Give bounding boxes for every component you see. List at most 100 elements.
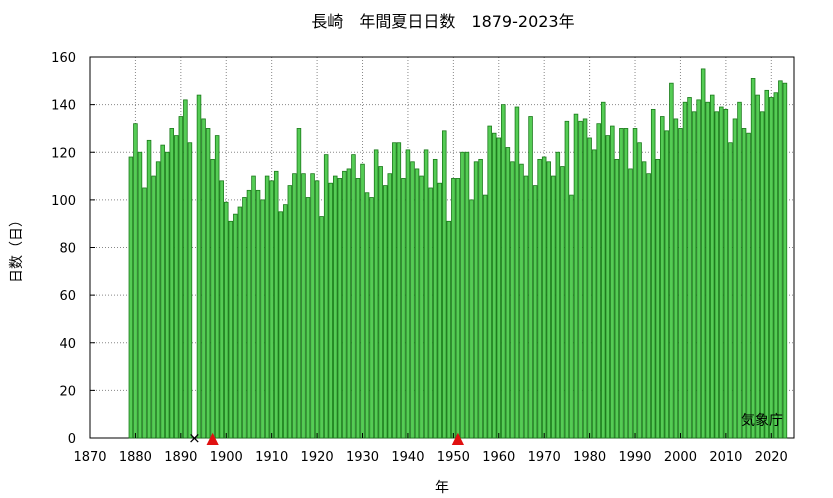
bar-1886 [160,144,165,439]
bar-1972 [551,175,556,439]
y-axis-label: 日数（日） [9,213,25,283]
chart-title: 長崎 年間夏日日数 1879-2023年 [311,12,574,31]
bar-2012 [732,118,738,439]
x-tick-label: 2020 [755,450,788,465]
bar-1990 [632,128,638,439]
marker-1897: ▲ [206,428,219,447]
bar-1915 [292,173,297,439]
bar-2018 [759,111,765,439]
y-tick-label: 140 [51,99,76,114]
bar-1903 [237,206,243,439]
bar-2023 [782,82,788,439]
bar-1912 [278,211,284,439]
bar-1955 [473,161,479,439]
bar-1905 [246,189,252,439]
bar-1929 [355,178,361,439]
bar-2021 [773,92,779,439]
bar-1958 [487,125,492,439]
bar-1986 [614,158,620,439]
bar-1959 [491,132,497,439]
bar-1985 [610,125,615,439]
bar-1956 [478,158,483,439]
x-tick-label: 1880 [119,450,152,465]
bar-1889 [174,135,179,439]
x-tick-label: 2000 [664,450,697,465]
bar-1944 [423,149,429,439]
x-axis-label: 年 [435,480,449,496]
marker-1893: × [188,429,201,447]
bar-1911 [273,170,279,439]
bar-2013 [737,101,742,439]
bar-1993 [646,173,651,439]
bar-1899 [219,180,224,439]
marker-1951: ▲ [452,428,465,447]
bar-1907 [255,189,261,439]
bar-2001 [682,101,688,439]
bar-1969 [537,158,542,439]
bar-1940 [405,149,411,439]
x-tick-label: 1930 [346,450,379,465]
bar-1916 [296,128,302,439]
bar-1996 [660,116,665,439]
bar-1966 [523,175,529,439]
bar-1936 [387,173,393,439]
bar-1917 [301,173,306,439]
x-tick-label: 1910 [255,450,288,465]
bar-1983 [600,101,606,439]
bar-1995 [655,158,661,439]
bar-1952 [460,151,465,439]
bar-1977 [573,113,579,439]
bar-2000 [678,128,683,439]
credit-label: 気象庁 [741,413,783,429]
bar-2002 [687,97,692,439]
y-tick-label: 100 [51,194,76,209]
bar-1922 [323,154,329,439]
bar-1890 [178,116,184,439]
bar-1904 [242,197,247,439]
bar-1902 [233,213,238,439]
y-tick-label: 80 [59,242,76,257]
bar-2003 [691,111,697,439]
bar-1933 [373,149,379,439]
y-tick-label: 120 [51,146,76,161]
bar-1978 [578,120,583,439]
bar-1937 [392,142,397,439]
bar-1901 [228,220,234,439]
bar-1891 [183,99,188,439]
bar-1981 [591,149,597,439]
bar-1942 [414,168,420,439]
bar-1968 [532,185,538,439]
x-tick-label: 1890 [164,450,197,465]
x-axis-ticks: 1870 1880 1890 1900 1910 1920 1930 1940 1950 1960… [73,433,788,465]
bar-1938 [396,142,402,439]
bar-1927 [346,168,352,439]
bar-1896 [205,128,211,439]
bar-1946 [432,158,438,439]
bar-1947 [437,182,442,439]
bar-1992 [641,161,647,439]
bar-1980 [587,137,592,439]
bar-1881 [137,151,143,439]
bar-1935 [382,185,388,439]
bar-1918 [305,197,311,439]
bar-1885 [155,161,161,439]
bar-2019 [764,89,770,439]
bar-1892 [187,142,193,439]
bar-1965 [519,163,524,439]
bar-1887 [164,151,170,439]
bar-1883 [146,139,152,439]
bar-1962 [505,147,511,439]
bar-2007 [709,94,715,439]
bar-1895 [201,118,206,439]
y-tick-label: 20 [59,384,76,399]
bar-1943 [419,175,424,439]
bar-1984 [605,135,611,439]
bar-1923 [328,182,333,439]
bar-1921 [319,216,324,439]
x-tick-label: 1960 [482,450,515,465]
bar-1961 [501,104,506,439]
bar-1879 [128,156,134,439]
bar-2009 [719,106,724,439]
bar-1913 [283,204,288,439]
